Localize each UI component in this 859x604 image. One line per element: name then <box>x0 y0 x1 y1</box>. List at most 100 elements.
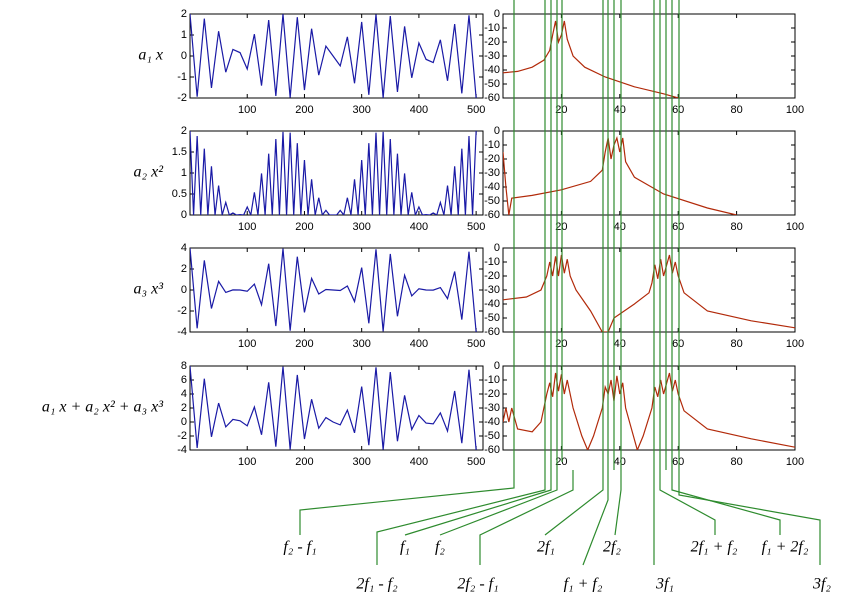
guide-line <box>544 0 604 536</box>
annotation-label: f₁ + f₂ <box>564 576 603 593</box>
y-tick-label: -20 <box>484 36 500 48</box>
y-tick-label: 8 <box>181 360 187 372</box>
y-tick-label: 2 <box>181 125 187 137</box>
y-tick-label: -60 <box>484 444 500 456</box>
guide-line <box>479 470 574 565</box>
y-tick-label: -50 <box>484 430 500 442</box>
x-tick-label: 40 <box>614 456 626 468</box>
y-tick-label: 2 <box>181 8 187 20</box>
signal-line <box>190 248 477 332</box>
signal-line <box>190 131 477 215</box>
x-tick-label: 300 <box>353 221 371 233</box>
y-tick-label: -10 <box>484 374 500 386</box>
x-tick-label: 100 <box>786 104 804 116</box>
panel: -4 -2 0 2 4 100 200 300 400 500 a₃ x³ <box>134 242 486 350</box>
x-tick-label: 400 <box>410 104 428 116</box>
signal-line <box>503 254 795 332</box>
y-tick-label: 2 <box>181 402 187 414</box>
y-tick-label: 1 <box>181 167 187 179</box>
y-tick-label: -20 <box>484 153 500 165</box>
y-tick-label: -2 <box>177 430 187 442</box>
y-tick-label: -60 <box>484 92 500 104</box>
guide-line <box>299 0 515 535</box>
y-tick-label: 0 <box>494 125 500 137</box>
panel: 0 0.5 1 1.5 2 100 200 300 400 500 a₂ x² <box>134 125 486 233</box>
signal-line <box>503 20 679 98</box>
plot-frame <box>502 247 796 333</box>
guide-line <box>678 0 821 565</box>
y-tick-label: 0 <box>494 8 500 20</box>
x-tick-label: 300 <box>353 104 371 116</box>
y-tick-label: 0 <box>181 50 187 62</box>
plot-frame <box>189 365 484 451</box>
plot-frame <box>502 365 796 451</box>
x-tick-label: 80 <box>730 456 742 468</box>
x-tick-label: 40 <box>614 221 626 233</box>
y-tick-label: -30 <box>484 402 500 414</box>
signal-line <box>503 135 737 215</box>
x-tick-label: 60 <box>672 338 684 350</box>
y-tick-label: -50 <box>484 312 500 324</box>
annotation-label: 3f₁ <box>655 576 674 593</box>
x-tick-label: 200 <box>295 221 313 233</box>
annotation-labels: f₂ - f₁ f₁ f₂ 2f₁ 2f₂ 2f₁ + f₂ f₁ + 2f₂ … <box>283 539 831 593</box>
x-tick-label: 80 <box>730 221 742 233</box>
y-tick-label: -20 <box>484 388 500 400</box>
guide-line <box>614 0 622 536</box>
x-tick-label: 200 <box>295 456 313 468</box>
y-tick-label: -4 <box>177 326 187 338</box>
x-tick-label: 500 <box>467 221 485 233</box>
x-tick-label: 300 <box>353 338 371 350</box>
y-tick-label: -4 <box>177 444 187 456</box>
annotation-label: 2f₂ <box>603 539 621 556</box>
x-tick-label: 100 <box>238 104 256 116</box>
y-tick-label: 0 <box>494 242 500 254</box>
y-tick-label: 4 <box>181 242 187 254</box>
annotation-label: 2f₂ - f₁ <box>457 576 498 593</box>
x-tick-label: 60 <box>672 456 684 468</box>
annotation-label: f₂ <box>435 539 445 556</box>
y-tick-label: -50 <box>484 195 500 207</box>
annotation-label: 2f₁ - f₂ <box>356 576 398 593</box>
x-tick-label: 200 <box>295 338 313 350</box>
y-tick-label: -10 <box>484 139 500 151</box>
y-tick-label: -10 <box>484 22 500 34</box>
plot-frame <box>502 130 796 216</box>
guide-line <box>439 0 558 536</box>
y-tick-label: -40 <box>484 181 500 193</box>
y-tick-label: 2 <box>181 263 187 275</box>
y-tick-label: 0.5 <box>172 188 187 200</box>
guide-line <box>404 0 552 536</box>
y-tick-label: -10 <box>484 256 500 268</box>
row-label: a₁ x + a₂ x² + a₃ x³ <box>42 399 163 416</box>
row-label: a₂ x² <box>134 164 165 181</box>
x-tick-label: 100 <box>238 456 256 468</box>
x-tick-label: 40 <box>614 338 626 350</box>
y-tick-label: -30 <box>484 284 500 296</box>
y-tick-label: -40 <box>484 298 500 310</box>
y-tick-label: 0 <box>181 416 187 428</box>
y-tick-label: 6 <box>181 374 187 386</box>
x-tick-label: 500 <box>467 338 485 350</box>
x-tick-label: 500 <box>467 104 485 116</box>
row-label: a₁ x <box>138 47 163 64</box>
signal-line <box>190 366 477 450</box>
y-tick-label: -20 <box>484 270 500 282</box>
y-tick-label: -2 <box>177 92 187 104</box>
x-tick-label: 400 <box>410 338 428 350</box>
y-tick-label: -2 <box>177 305 187 317</box>
y-tick-label: 4 <box>181 388 187 400</box>
annotation-label: f₁ <box>400 539 410 556</box>
x-tick-label: 100 <box>238 221 256 233</box>
panel: -2 -1 0 1 2 100 200 300 400 500 a₁ x <box>138 8 485 116</box>
annotation-label: 2f₁ <box>537 539 555 556</box>
x-tick-label: 60 <box>672 221 684 233</box>
guide-line <box>671 0 781 535</box>
guide-line <box>582 0 609 566</box>
